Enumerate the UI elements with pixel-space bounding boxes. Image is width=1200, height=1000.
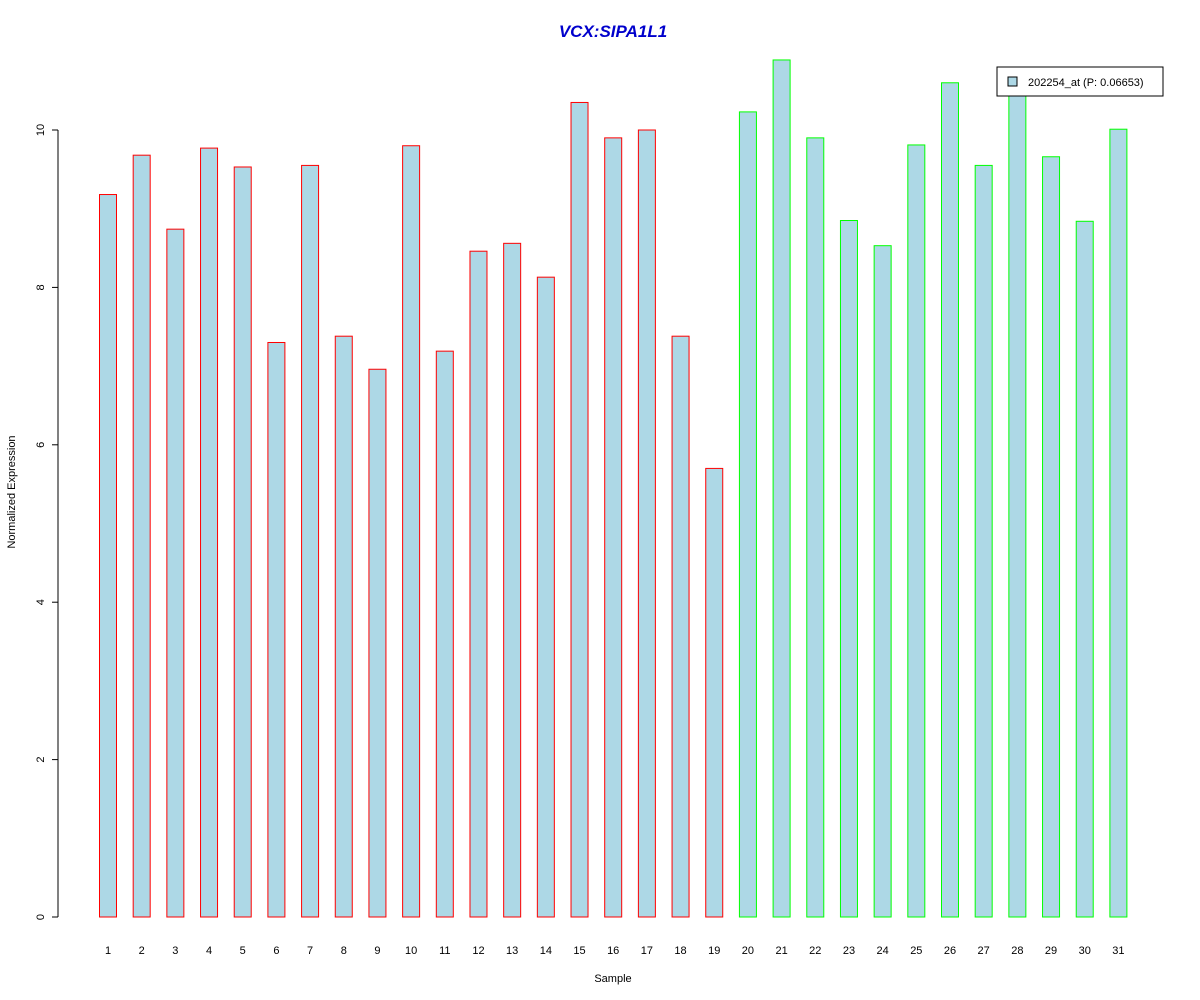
x-tick-label: 2	[139, 945, 145, 957]
x-tick-labels: 1 2 3 4 5 6 7 8 9 10 11 12 13 14 15 16 17 18 19 20 21 22 23 24 2…	[105, 945, 1125, 957]
bar-sample-4	[200, 147, 219, 918]
y-tick-label: 6	[35, 442, 47, 448]
bar-sample-31	[1109, 128, 1128, 918]
x-tick-label: 9	[374, 945, 380, 957]
legend: 202254_at (P: 0.06653)	[996, 66, 1164, 97]
bar-sample-11	[435, 350, 454, 918]
x-tick-label: 5	[240, 945, 246, 957]
x-tick-label: 17	[641, 945, 653, 957]
x-tick-label: 21	[775, 945, 787, 957]
y-tick-label: 8	[35, 284, 47, 290]
bar-sample-29	[1042, 156, 1061, 918]
y-tick-label: 0	[35, 914, 47, 920]
x-tick-label: 4	[206, 945, 212, 957]
bar-sample-16	[604, 137, 623, 918]
bar-sample-21	[772, 59, 791, 918]
y-tick-label: 10	[35, 124, 47, 136]
x-tick-label: 23	[843, 945, 855, 957]
x-tick-label: 22	[809, 945, 821, 957]
x-tick-label: 28	[1011, 945, 1023, 957]
bar-sample-10	[402, 145, 421, 918]
y-axis-label: Normalized Expression	[6, 435, 18, 548]
bar-sample-12	[469, 250, 488, 918]
bar-sample-24	[873, 245, 892, 918]
bar-sample-22	[806, 137, 825, 918]
x-tick-label: 24	[877, 945, 889, 957]
bar-sample-6	[267, 341, 286, 918]
bar-sample-9	[368, 368, 387, 918]
bar-sample-27	[974, 164, 993, 918]
x-tick-label: 1	[105, 945, 111, 957]
x-tick-label: 26	[944, 945, 956, 957]
bar-sample-30	[1075, 220, 1094, 918]
x-tick-label: 8	[341, 945, 347, 957]
bar-sample-19	[705, 467, 724, 918]
x-tick-label: 14	[540, 945, 552, 957]
y-tick-label: 2	[35, 757, 47, 763]
x-tick-label: 15	[573, 945, 585, 957]
bar-sample-18	[671, 335, 690, 918]
bar-sample-14	[536, 276, 555, 918]
bar-sample-28	[1008, 86, 1027, 918]
legend-box	[996, 66, 1164, 97]
y-tick-label: 4	[35, 599, 47, 605]
bar-sample-17	[637, 129, 656, 918]
bar-sample-13	[503, 242, 522, 918]
legend-swatch	[1007, 76, 1018, 87]
y-axis: 0 2 4 6 8 10	[35, 124, 59, 920]
x-tick-label: 19	[708, 945, 720, 957]
bar-sample-8	[334, 335, 353, 918]
bar-sample-23	[839, 220, 858, 918]
x-tick-label: 16	[607, 945, 619, 957]
x-tick-label: 30	[1079, 945, 1091, 957]
x-tick-label: 31	[1112, 945, 1124, 957]
chart-title: VCX:SIPA1L1	[559, 22, 667, 41]
x-tick-label: 27	[978, 945, 990, 957]
x-tick-label: 29	[1045, 945, 1057, 957]
x-tick-label: 3	[172, 945, 178, 957]
x-tick-label: 18	[674, 945, 686, 957]
bar-sample-20	[738, 111, 757, 918]
x-tick-label: 13	[506, 945, 518, 957]
bar-sample-26	[941, 82, 959, 918]
bar-sample-25	[907, 144, 926, 918]
x-tick-label: 7	[307, 945, 313, 957]
x-tick-label: 25	[910, 945, 922, 957]
x-tick-label: 10	[405, 945, 417, 957]
bar-sample-7	[301, 164, 320, 918]
x-axis-label: Sample	[594, 973, 631, 985]
x-tick-label: 11	[439, 945, 450, 957]
bar-sample-5	[233, 166, 252, 918]
x-tick-label: 20	[742, 945, 754, 957]
legend-label: 202254_at (P: 0.06653)	[1028, 77, 1144, 89]
x-tick-label: 12	[472, 945, 484, 957]
bar-sample-15	[570, 101, 589, 918]
x-tick-label: 6	[273, 945, 279, 957]
bar-sample-1	[99, 194, 117, 918]
bar-sample-2	[132, 154, 151, 918]
bars	[99, 59, 1128, 918]
bar-sample-3	[166, 228, 185, 918]
